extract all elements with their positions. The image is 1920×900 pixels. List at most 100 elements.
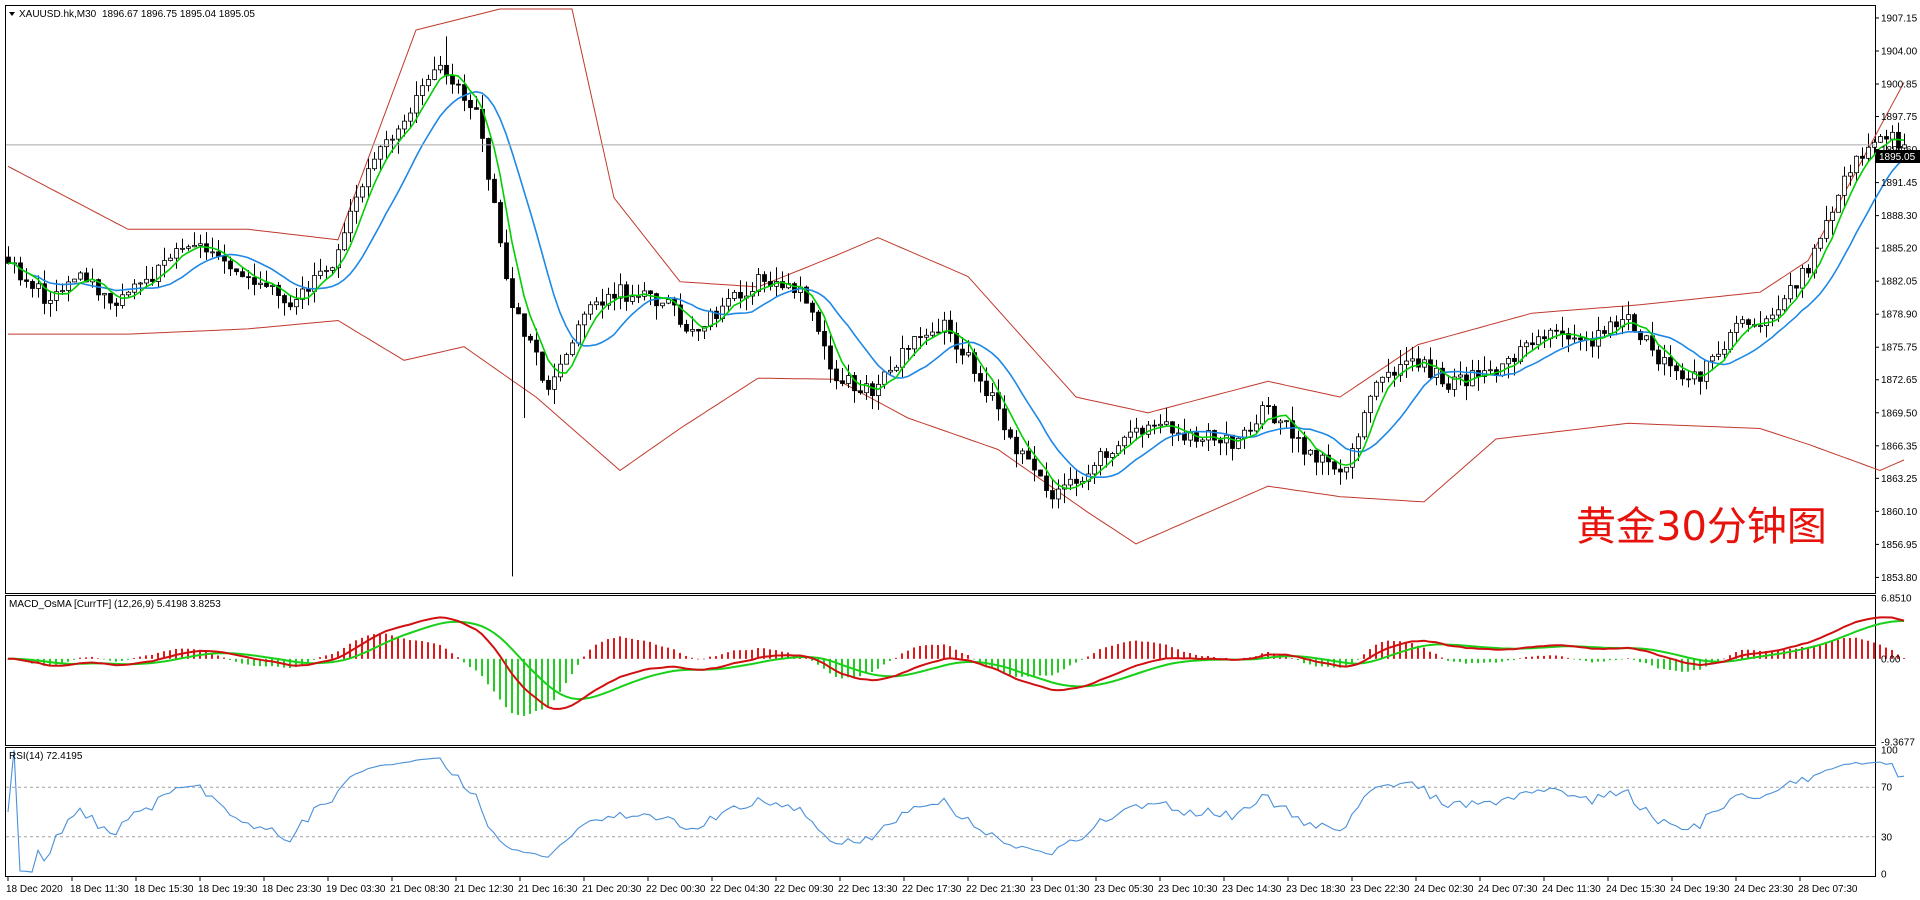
time-tick-label: 19 Dec 03:30: [326, 884, 386, 895]
osma-bar: [439, 644, 441, 659]
candle-bull: [1386, 371, 1391, 378]
osma-bar: [865, 658, 867, 674]
osma-bar: [1825, 642, 1827, 659]
osma-bar: [1417, 645, 1419, 659]
osma-bar: [979, 658, 981, 663]
osma-bar: [1645, 658, 1647, 664]
time-tick-label: 24 Dec 19:30: [1670, 884, 1730, 895]
candle-bull: [1254, 423, 1259, 432]
osma-bar: [685, 656, 687, 659]
rsi-pane-frame: [5, 747, 1876, 877]
candle-bull: [54, 291, 59, 301]
time-tick-label: 18 Dec 15:30: [134, 884, 194, 895]
candle-bear: [678, 304, 683, 325]
osma-bar: [613, 638, 615, 659]
osma-bar: [1135, 640, 1137, 659]
osma-bar: [505, 658, 507, 708]
osma-bar: [1633, 658, 1635, 661]
candle-bear: [1038, 469, 1043, 477]
price-tick-label: 1882.05: [1881, 277, 1918, 288]
candle-bear: [474, 107, 479, 110]
down-triangle-icon[interactable]: [9, 12, 15, 16]
osma-bar: [631, 638, 633, 659]
main-price-layer: [6, 8, 1907, 577]
osma-bar: [409, 640, 411, 659]
candle-bear: [714, 310, 719, 319]
candle-bear: [1686, 378, 1691, 381]
candle-bear: [762, 274, 767, 282]
osma-bar: [853, 658, 855, 678]
candle-bull: [1854, 155, 1859, 174]
osma-bar: [583, 656, 585, 659]
osma-bar: [1099, 649, 1101, 659]
ma-fast-line: [7, 74, 1905, 490]
osma-bar: [1495, 658, 1497, 663]
osma-bar: [343, 647, 345, 659]
candle-bull: [1722, 348, 1727, 355]
osma-bar: [403, 638, 405, 659]
candle-bear: [1212, 430, 1217, 441]
candle-bull: [390, 138, 395, 141]
candle-bull: [924, 334, 929, 338]
osma-bar: [397, 636, 399, 659]
osma-bar: [739, 650, 741, 659]
osma-bar: [223, 657, 225, 659]
candle-bear: [1272, 405, 1277, 424]
candle-bull: [342, 232, 347, 251]
osma-bar: [1009, 658, 1011, 675]
candle-bull: [1092, 465, 1097, 475]
price-tick-label: 1866.35: [1881, 441, 1918, 452]
candle-bull: [144, 278, 149, 284]
candle-bear: [42, 283, 47, 304]
osma-bar: [607, 639, 609, 659]
candle-bull: [912, 336, 917, 350]
osma-bar: [1177, 649, 1179, 659]
osma-bar: [1885, 647, 1887, 659]
osma-bar: [391, 635, 393, 659]
osma-bar: [805, 657, 807, 659]
osma-bar: [415, 640, 417, 659]
candle-bear: [546, 379, 551, 390]
osma-bar: [949, 646, 951, 659]
osma-bar: [1735, 652, 1737, 659]
osma-bar: [145, 655, 147, 659]
rsi-layer: [6, 749, 1905, 873]
osma-bar: [457, 657, 459, 659]
candle-bull: [174, 248, 179, 259]
osma-bar: [1849, 638, 1851, 659]
candle-bull: [438, 64, 443, 71]
time-tick-label: 24 Dec 15:30: [1606, 884, 1666, 895]
osma-bar: [691, 657, 693, 659]
candle-bull: [156, 264, 161, 282]
osma-bar: [79, 657, 81, 659]
candle-bull: [126, 291, 131, 296]
osma-bar: [1597, 658, 1599, 662]
osma-bar: [1531, 656, 1533, 659]
candle-bull: [1824, 220, 1829, 239]
osma-bar: [1153, 642, 1155, 659]
osma-bar: [883, 658, 885, 665]
candle-bull: [1524, 342, 1529, 348]
price-tick-label: 1878.90: [1881, 310, 1918, 321]
candle-bear: [1746, 319, 1751, 325]
candle-bear: [1392, 371, 1397, 376]
candle-bear: [486, 137, 491, 180]
osma-bar: [727, 652, 729, 659]
candle-bear: [6, 256, 11, 264]
osma-bar: [1789, 648, 1791, 659]
osma-bar: [1543, 655, 1545, 659]
osma-bar: [829, 658, 831, 674]
candle-bear: [450, 75, 455, 85]
osma-bar: [289, 658, 291, 669]
osma-bar: [1741, 649, 1743, 659]
candle-bear: [504, 242, 509, 280]
candle-bull: [732, 291, 737, 299]
osma-bar: [1189, 652, 1191, 659]
osma-bar: [1369, 649, 1371, 659]
candle-bull: [258, 282, 263, 285]
osma-bar: [1609, 658, 1611, 661]
candle-bull: [336, 249, 341, 269]
osma-bar: [895, 657, 897, 659]
candle-bear: [114, 302, 119, 306]
